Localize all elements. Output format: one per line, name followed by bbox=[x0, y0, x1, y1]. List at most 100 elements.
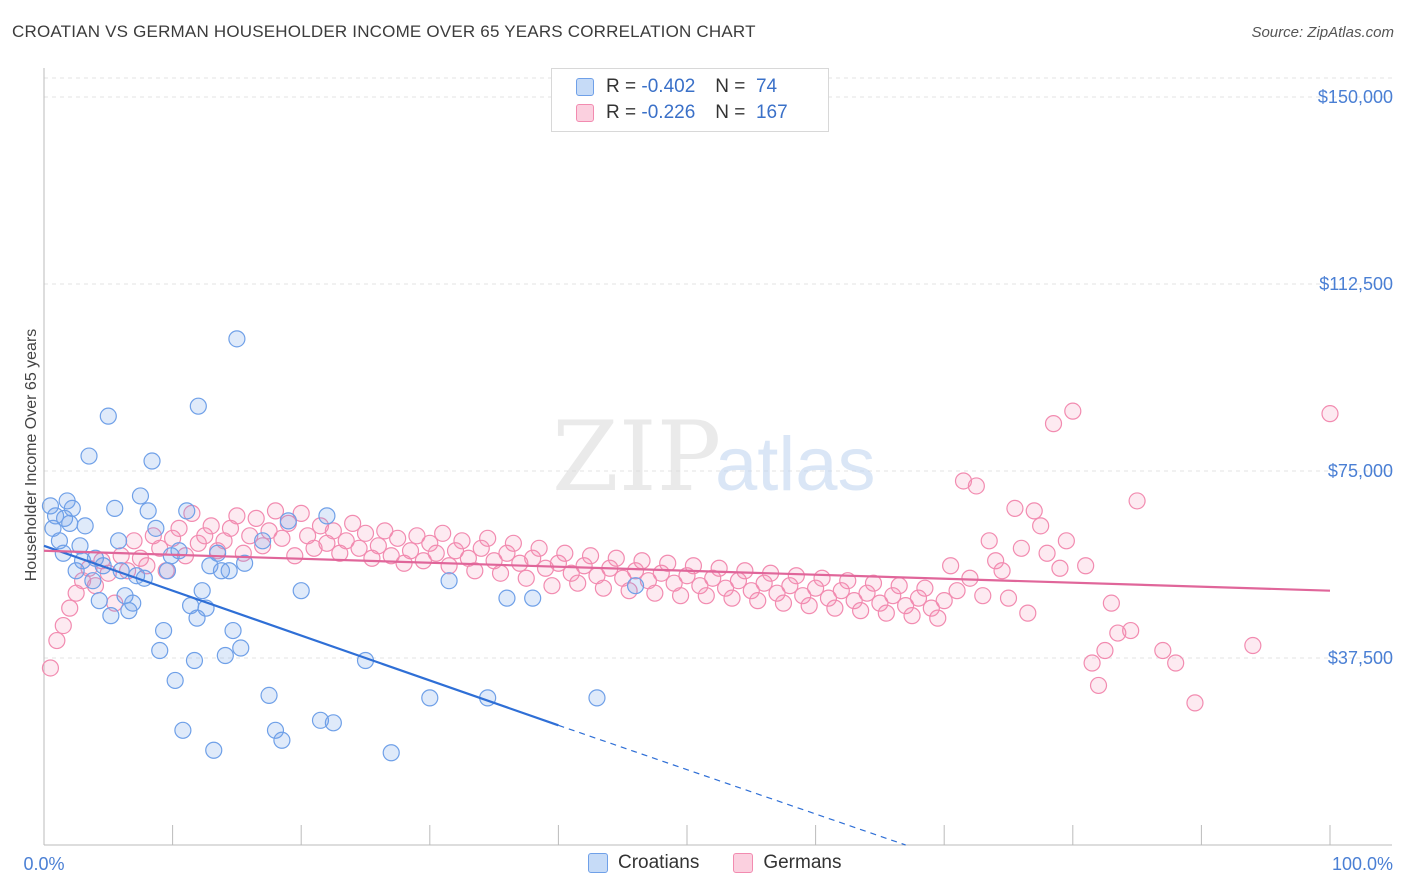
croatians-swatch bbox=[576, 78, 594, 96]
germans-swatch bbox=[576, 104, 594, 122]
croatians-point bbox=[260, 686, 278, 705]
germans-point bbox=[877, 604, 895, 622]
germans-point bbox=[292, 504, 310, 522]
germans-point bbox=[125, 532, 143, 550]
germans-point bbox=[987, 552, 1005, 570]
croatians-point bbox=[266, 721, 285, 739]
germans-point bbox=[774, 594, 793, 612]
germans-point bbox=[916, 579, 934, 597]
croatians-point bbox=[178, 502, 196, 520]
germans-point bbox=[1051, 559, 1069, 577]
croatians-point bbox=[193, 582, 211, 600]
legend-label-croatians: Croatians bbox=[618, 852, 700, 873]
germans-point bbox=[736, 562, 754, 580]
germans-point bbox=[1025, 502, 1043, 520]
germans-point bbox=[929, 609, 947, 627]
germans-point bbox=[421, 534, 439, 552]
croatians-point bbox=[63, 499, 81, 517]
germans-point bbox=[247, 509, 265, 527]
source-label: Source: ZipAtlas.com bbox=[1251, 24, 1394, 41]
croatians-point bbox=[61, 514, 79, 532]
n-label: N = bbox=[715, 76, 746, 97]
germans-point bbox=[659, 554, 677, 572]
r-value: -0.402 bbox=[641, 76, 696, 97]
croatians-point bbox=[99, 407, 117, 425]
germans-legend-swatch bbox=[733, 853, 754, 873]
germans-point bbox=[562, 564, 580, 582]
croatians-trend-extension bbox=[558, 724, 906, 846]
legend-label-germans: Germans bbox=[763, 852, 842, 873]
germans-point bbox=[890, 577, 908, 595]
croatians-point bbox=[220, 562, 238, 580]
croatians-point bbox=[205, 741, 223, 759]
germans-point bbox=[202, 517, 220, 535]
germans-point bbox=[446, 542, 465, 560]
croatians-points bbox=[41, 330, 645, 762]
germans-point bbox=[716, 579, 735, 597]
germans-point bbox=[350, 539, 368, 557]
croatians-point bbox=[151, 641, 169, 660]
germans-point bbox=[942, 557, 960, 575]
germans-point bbox=[543, 577, 561, 595]
croatians-point bbox=[189, 397, 207, 415]
germans-point bbox=[305, 539, 323, 557]
germans-point bbox=[1032, 517, 1050, 535]
germans-point bbox=[48, 631, 66, 650]
croatians-point bbox=[109, 532, 128, 550]
germans-point bbox=[1102, 594, 1120, 612]
germans-point bbox=[594, 579, 613, 597]
germans-point bbox=[897, 597, 915, 615]
trend-lines bbox=[43, 544, 1331, 846]
germans-point bbox=[909, 589, 928, 607]
germans-point bbox=[723, 589, 741, 607]
germans-point bbox=[1044, 415, 1063, 433]
germans-point bbox=[768, 584, 786, 602]
germans-point bbox=[408, 527, 426, 545]
germans-point bbox=[755, 574, 773, 592]
germans-point bbox=[1057, 532, 1075, 550]
axes bbox=[43, 68, 1392, 846]
germans-point bbox=[344, 514, 362, 532]
germans-point bbox=[337, 532, 355, 550]
croatians-point bbox=[440, 572, 458, 590]
croatians-point bbox=[273, 731, 291, 749]
germans-point bbox=[1128, 492, 1146, 510]
legend-item-germans[interactable]: Germans bbox=[733, 852, 841, 874]
germans-point bbox=[286, 547, 304, 565]
germans-point bbox=[196, 527, 214, 545]
germans-point bbox=[112, 547, 130, 565]
x-tick-label: 0.0% bbox=[23, 854, 64, 874]
germans-point bbox=[1038, 544, 1056, 562]
croatians-point bbox=[588, 689, 606, 707]
germans-point bbox=[273, 529, 291, 547]
germans-point bbox=[517, 569, 535, 587]
germans-point bbox=[536, 559, 555, 577]
germans-point bbox=[864, 574, 883, 592]
germans-point bbox=[954, 472, 973, 490]
germans-trend-line bbox=[43, 549, 1331, 592]
croatians-point bbox=[80, 447, 98, 465]
r-label: R = bbox=[606, 76, 637, 97]
germans-point bbox=[1109, 624, 1127, 642]
germans-point bbox=[800, 597, 818, 615]
germans-point bbox=[1012, 539, 1030, 557]
germans-point bbox=[974, 587, 992, 605]
legend-item-croatians[interactable]: Croatians bbox=[588, 852, 699, 874]
germans-point bbox=[858, 584, 876, 602]
series-legend: Croatians Germans bbox=[588, 852, 875, 874]
germans-point bbox=[935, 592, 953, 610]
y-tick-label: $150,000 bbox=[1318, 87, 1393, 107]
germans-point bbox=[54, 616, 72, 635]
germans-point bbox=[427, 544, 445, 562]
croatians-point bbox=[84, 572, 102, 590]
germans-point bbox=[787, 567, 805, 585]
germans-point bbox=[479, 529, 497, 547]
watermark-zip: ZIP bbox=[552, 401, 721, 513]
croatians-point bbox=[76, 517, 94, 535]
croatians-point bbox=[254, 532, 272, 550]
germans-point bbox=[961, 569, 979, 587]
germans-points bbox=[41, 402, 1339, 712]
germans-point bbox=[948, 582, 966, 600]
germans-point bbox=[389, 529, 407, 547]
croatians-point bbox=[188, 609, 206, 627]
